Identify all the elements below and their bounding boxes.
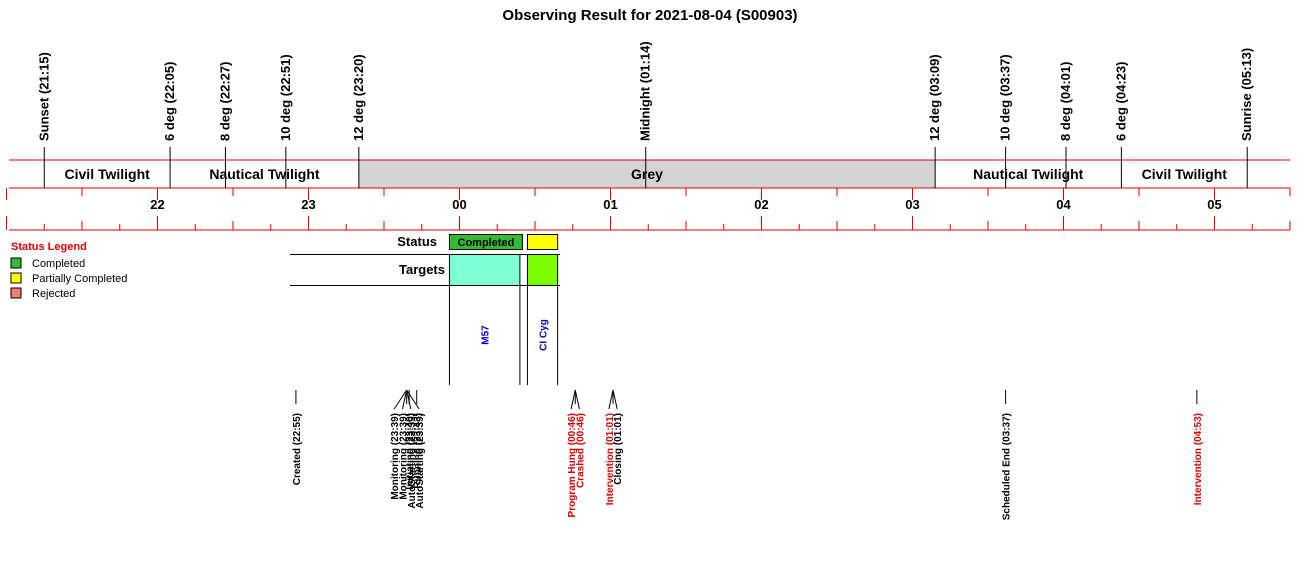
hour-label: 00 [452,197,466,212]
event-label: Running (23:43) [413,413,424,489]
marker-label: 12 deg (23:20) [351,54,366,141]
target-name: M57 [481,325,492,345]
event-label: Crashed (00:46) [575,413,586,488]
band-label: Civil Twilight [1142,166,1228,182]
event-log: Created (22:55) Monitoring (23:39)Monitor… [292,389,1204,520]
event-connector [393,389,408,410]
event-connector [402,389,408,410]
target-bar [526,254,559,286]
sun-markers: Sunset (21:15) 6 deg (22:05) 8 deg (22:27)… [36,41,1254,188]
legend-item-label: Completed [32,258,85,270]
targets-row: M57 CI Cyg [448,254,559,385]
status-block [448,234,523,250]
legend-item-label: Partially Completed [32,273,127,285]
marker-label: 10 deg (03:37) [998,54,1013,141]
marker-label: 6 deg (04:23) [1113,62,1128,141]
event-label: Created (22:55) [292,413,303,485]
hour-label: 01 [603,197,617,212]
hour-label: 04 [1056,197,1071,212]
event-connector [608,389,614,410]
chart-title: Observing Result for 2021-08-04 (S00903) [502,7,797,24]
marker-label: Sunrise (05:13) [1239,48,1254,141]
marker-label: 8 deg (22:27) [217,62,232,141]
target-name: CI Cyg [539,319,550,351]
event-connector [570,389,576,410]
status-legend: Status Legend Completed Partially Complete… [10,241,127,300]
marker-label: Sunset (21:15) [36,52,51,141]
status-block-label: Completed [458,237,515,249]
event-label: AutoStarting (23:39) [415,413,426,509]
event-label: Initiating (23:40) [405,413,416,490]
legend-swatch [10,287,22,299]
event-connector [574,389,580,410]
event-label: Intervention (01:01) [605,413,616,505]
band-label: Civil Twilight [65,166,151,182]
status-header: Status [397,234,437,249]
hour-label: 23 [301,197,315,212]
hour-label: 05 [1207,197,1221,212]
status-block [526,234,559,250]
band-label: Nautical Twilight [209,166,320,182]
axis-rules [9,159,1290,231]
event-label: Monitoring (23:39) [399,413,410,500]
marker-label: Midnight (01:14) [638,41,653,141]
legend-title: Status Legend [11,241,87,253]
event-label: Program Hung (00:46) [567,413,578,517]
band-label: Grey [631,166,663,182]
targets-header: Targets [399,262,445,277]
hour-label: 02 [754,197,768,212]
event-label: Closing (01:01) [613,413,624,485]
legend-swatch [10,272,22,284]
status-row: Status Targets Completed [290,234,560,286]
target-bar [448,254,521,286]
legend-swatch [10,257,22,269]
band-grey-fill [358,160,936,188]
marker-label: 8 deg (04:01) [1058,62,1073,141]
legend-item-label: Rejected [32,288,75,300]
event-label: AutoStarting (23:39) [407,413,418,509]
hour-label: 22 [150,197,164,212]
band-label: Nautical Twilight [973,166,1084,182]
event-label: Monitoring (23:39) [390,413,401,500]
time-axis: 22 23 00 01 02 03 04 05 [6,188,1291,230]
event-connector [612,389,618,410]
marker-label: 10 deg (22:51) [278,54,293,141]
marker-label: 6 deg (22:05) [162,62,177,141]
event-label: Scheduled End (03:37) [1002,413,1013,520]
event-label: Intervention (04:53) [1193,413,1204,505]
twilight-bands: Civil Twilight Nautical Twilight Grey Nauti… [65,160,1228,188]
hour-label: 03 [905,197,919,212]
marker-label: 12 deg (03:09) [927,54,942,141]
